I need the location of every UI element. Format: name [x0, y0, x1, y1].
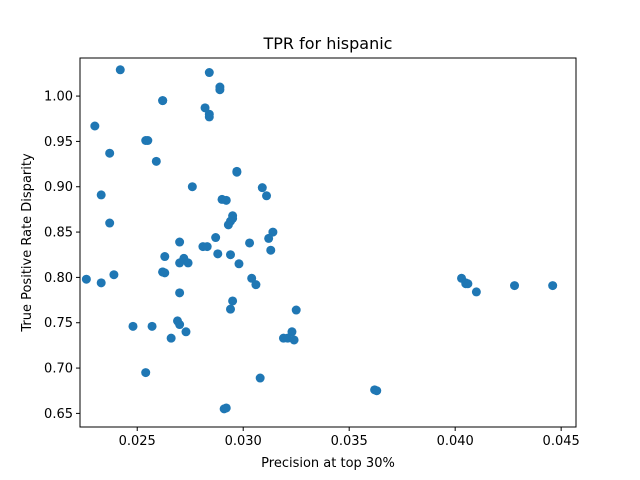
- x-tick-label: 0.035: [331, 434, 368, 449]
- data-point: [183, 258, 193, 268]
- data-point: [548, 281, 558, 291]
- data-point: [226, 304, 235, 314]
- data-point: [257, 183, 267, 193]
- data-point: [234, 259, 244, 269]
- data-point: [105, 148, 115, 158]
- y-tick-label: 0.75: [44, 316, 73, 331]
- data-point: [90, 121, 100, 131]
- data-point: [255, 373, 265, 383]
- y-tick-label: 0.65: [44, 407, 73, 422]
- y-tick-label: 0.70: [44, 362, 73, 377]
- data-point: [160, 268, 170, 278]
- data-point: [247, 273, 257, 283]
- data-point: [96, 190, 106, 200]
- data-point: [151, 156, 161, 166]
- y-tick-label: 0.95: [44, 135, 73, 150]
- data-point: [105, 218, 115, 228]
- data-point: [141, 368, 151, 378]
- y-tick-label: 0.90: [44, 180, 73, 195]
- data-point: [204, 112, 214, 122]
- x-axis: 0.025 0.030 0.035 0.040 0.045: [119, 427, 580, 449]
- data-point: [289, 335, 299, 345]
- data-point: [160, 252, 170, 262]
- data-point: [175, 258, 185, 268]
- data-point: [221, 195, 231, 205]
- data-point: [228, 296, 238, 306]
- data-point: [175, 320, 185, 330]
- data-point: [81, 274, 91, 284]
- data-point: [232, 167, 242, 177]
- y-tick-label: 0.80: [44, 271, 73, 286]
- y-tick-label: 0.85: [44, 226, 73, 241]
- data-point: [264, 233, 274, 243]
- data-point: [202, 242, 212, 252]
- x-tick-label: 0.045: [543, 434, 580, 449]
- data-point: [175, 237, 185, 247]
- points-layer: [81, 65, 558, 414]
- data-point: [287, 327, 297, 337]
- data-point: [268, 227, 278, 237]
- data-point: [187, 182, 197, 192]
- data-point: [266, 245, 276, 255]
- data-point: [181, 327, 191, 337]
- y-tick-label: 1.00: [44, 90, 73, 105]
- x-tick-label: 0.025: [119, 434, 156, 449]
- data-point: [251, 280, 261, 290]
- chart-title: TPR for hispanic: [263, 34, 393, 53]
- data-point: [96, 278, 106, 288]
- y-axis-label: True Positive Rate Disparity: [20, 153, 35, 333]
- data-point: [213, 249, 223, 259]
- data-point: [109, 270, 119, 280]
- data-point: [471, 287, 481, 297]
- data-point: [510, 281, 520, 291]
- data-point: [372, 386, 382, 396]
- data-point: [262, 191, 272, 201]
- data-point: [147, 321, 157, 331]
- data-point: [115, 65, 125, 75]
- data-point: [223, 220, 233, 230]
- data-point: [226, 250, 235, 260]
- data-point: [215, 85, 225, 95]
- data-point: [463, 279, 473, 289]
- data-point: [219, 404, 229, 414]
- data-point: [175, 288, 185, 298]
- data-point: [245, 238, 255, 248]
- x-tick-label: 0.040: [437, 434, 474, 449]
- data-point: [204, 68, 214, 78]
- data-point: [158, 96, 168, 106]
- data-point: [143, 136, 153, 145]
- data-point: [200, 103, 210, 113]
- plot-area-frame: [79, 57, 577, 428]
- data-point: [166, 333, 176, 343]
- x-tick-label: 0.030: [225, 434, 262, 449]
- data-point: [291, 305, 301, 315]
- data-point: [128, 321, 138, 331]
- data-point: [211, 233, 221, 243]
- y-axis: 0.65 0.70 0.75 0.80 0.85 0.90 0.95 1.00: [44, 90, 80, 422]
- x-axis-label: Precision at top 30%: [261, 456, 395, 471]
